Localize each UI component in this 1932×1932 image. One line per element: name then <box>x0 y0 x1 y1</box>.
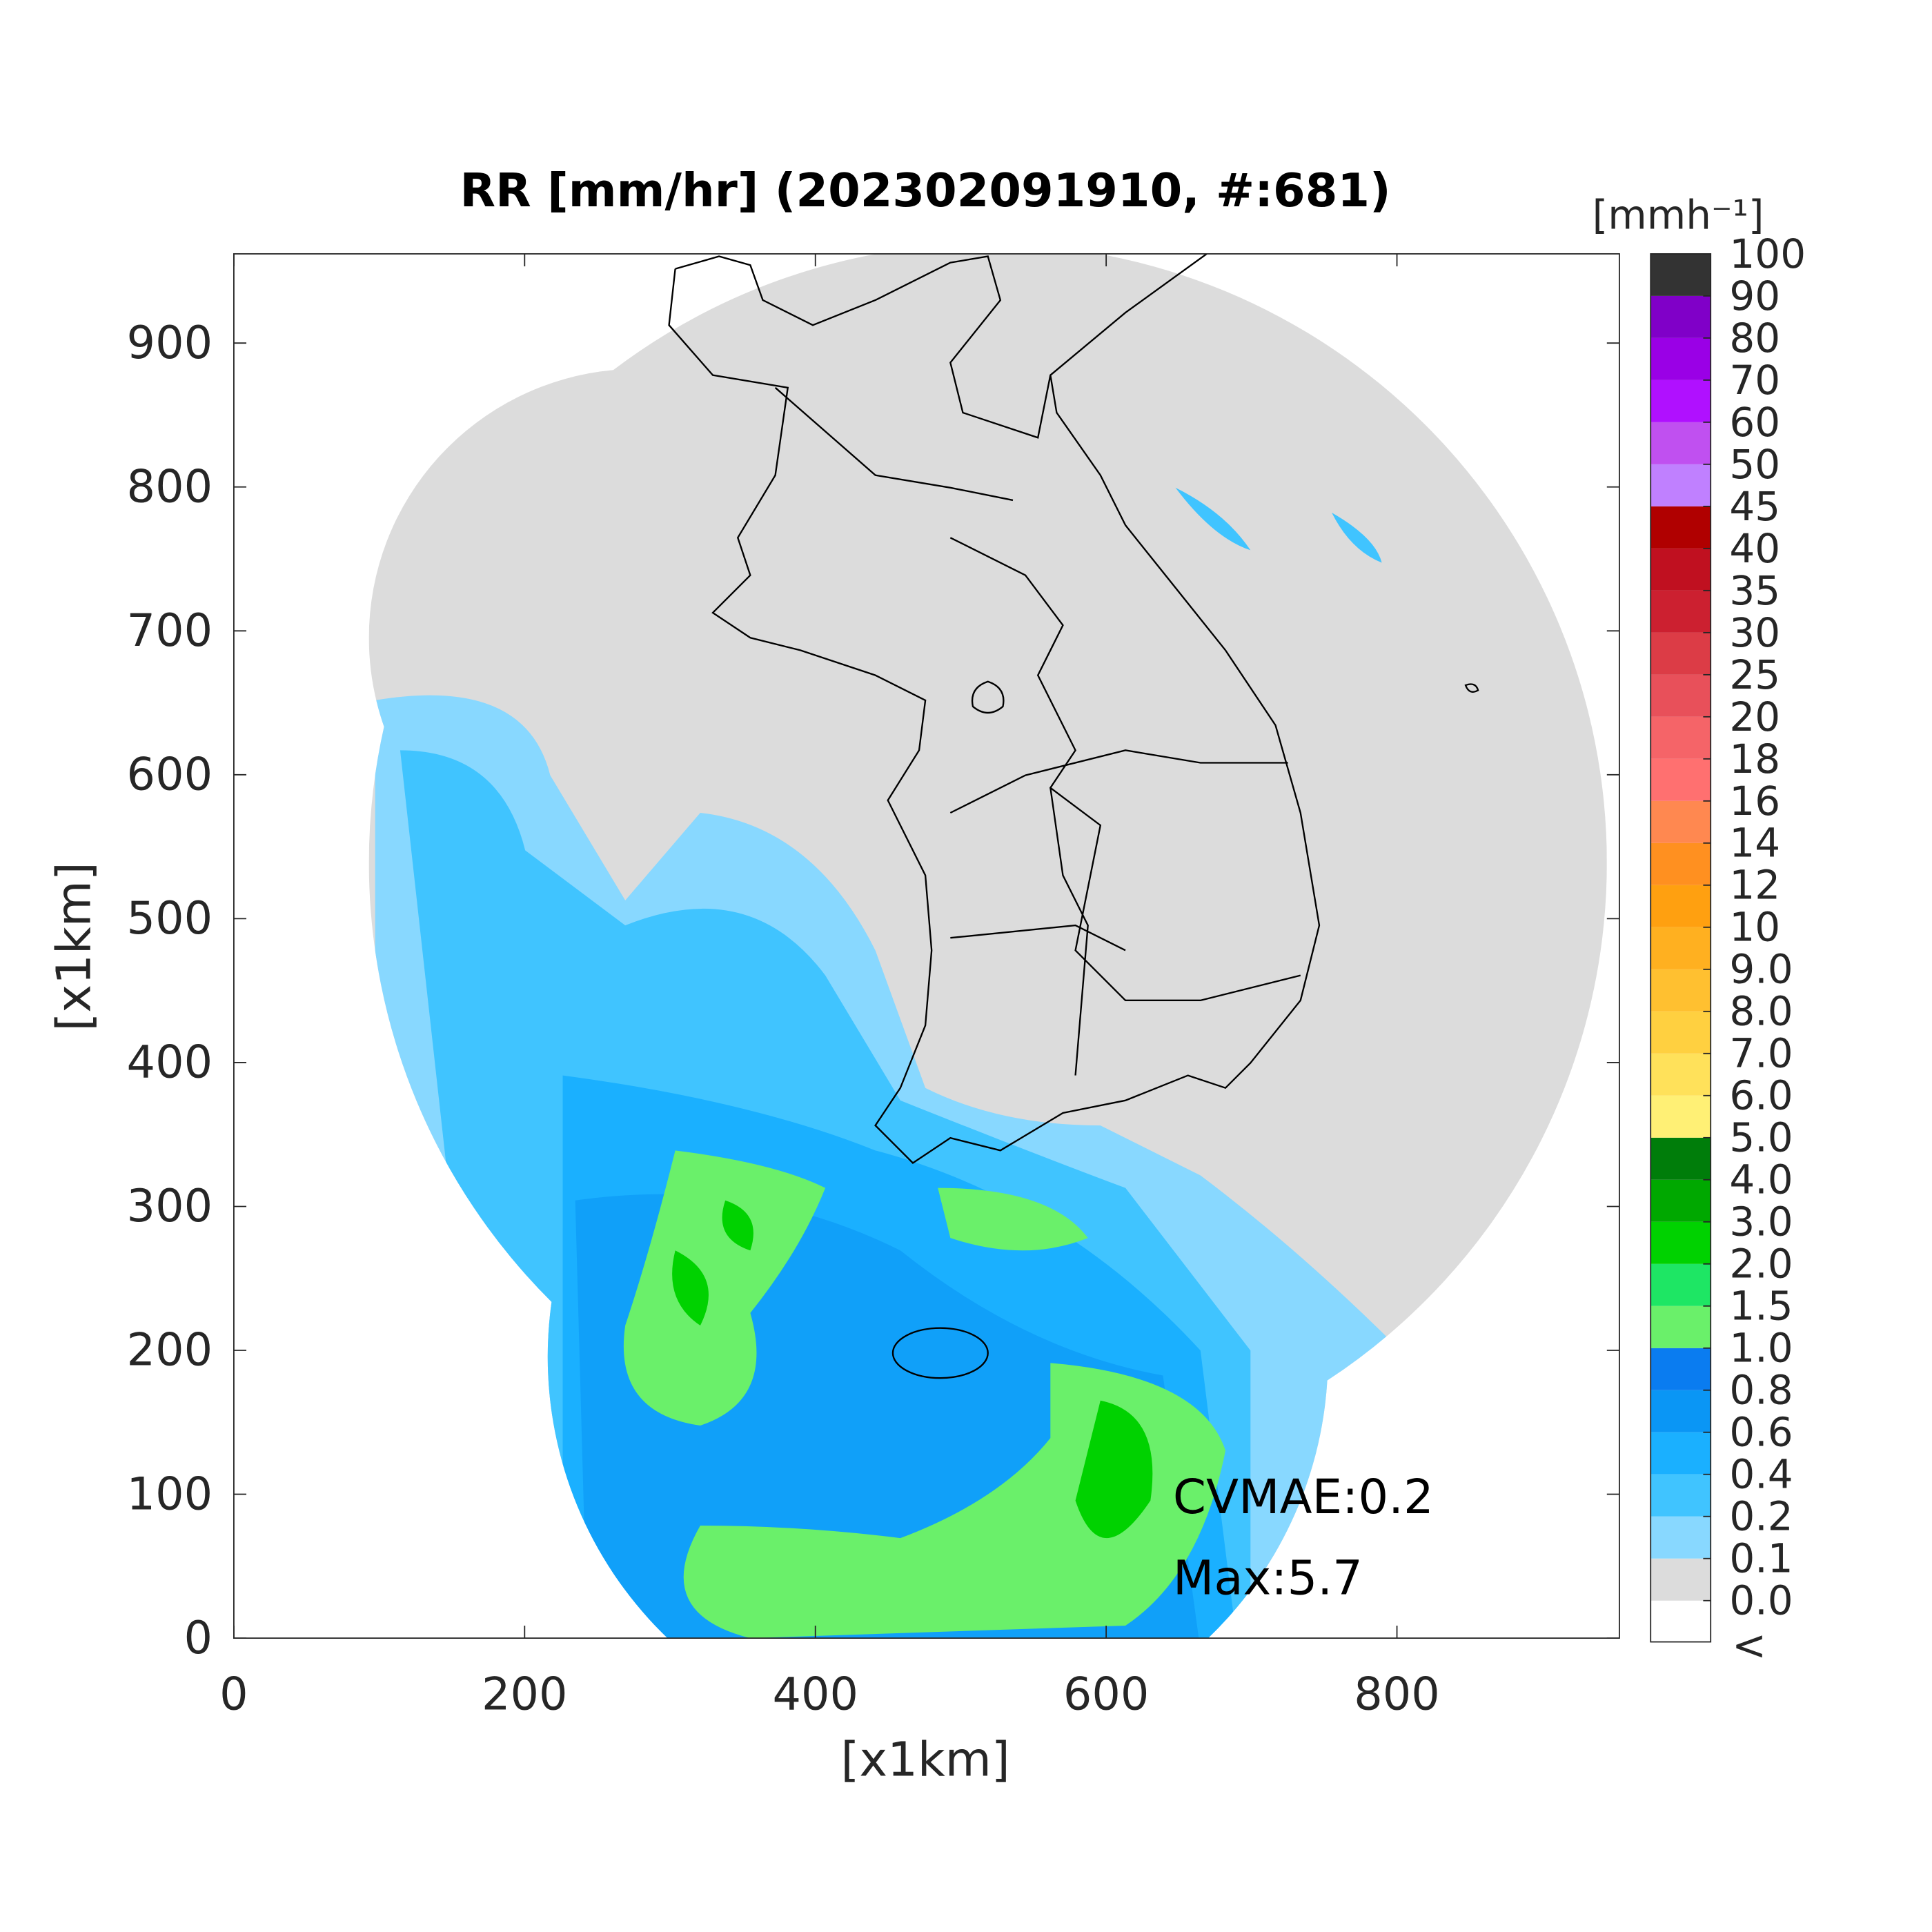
colorbar-tick-label: 0.6 <box>1729 1409 1793 1456</box>
y-tick-label: 0 <box>184 1612 213 1664</box>
colorbar-segment <box>1650 1558 1711 1601</box>
x-tick-label: 0 <box>219 1668 248 1720</box>
colorbar-tick-label: 0.1 <box>1729 1535 1793 1582</box>
x-tick-label: 600 <box>1063 1668 1150 1720</box>
colorbar-segment <box>1650 422 1711 464</box>
colorbar-tick-label: 1.0 <box>1729 1325 1793 1372</box>
colorbar-segment <box>1650 758 1711 801</box>
x-axis-label: [x1km] <box>840 1732 1009 1787</box>
colorbar-tick-label: 6.0 <box>1729 1072 1793 1119</box>
colorbar-segment <box>1650 927 1711 969</box>
colorbar-segment <box>1650 1305 1711 1348</box>
y-tick-label: 300 <box>127 1180 213 1232</box>
colorbar-tick-label: 50 <box>1729 441 1780 488</box>
colorbar-segment <box>1650 1137 1711 1180</box>
plot-frame <box>233 253 1620 1639</box>
colorbar-tick-label: 0.8 <box>1729 1367 1793 1414</box>
colorbar-segment <box>1650 295 1711 338</box>
colorbar-tick-label: 40 <box>1729 525 1780 572</box>
colorbar-segment <box>1650 1474 1711 1517</box>
colorbar-segment <box>1650 1053 1711 1096</box>
colorbar-segment <box>1650 632 1711 675</box>
colorbar-tick-label: 16 <box>1729 778 1780 825</box>
colorbar-tick-label: 3.0 <box>1729 1199 1793 1245</box>
colorbar-tick-label: 80 <box>1729 315 1780 362</box>
colorbar-tick-label: 18 <box>1729 736 1780 782</box>
colorbar-tick-label: 0.2 <box>1729 1493 1793 1540</box>
colorbar-segment <box>1650 379 1711 422</box>
colorbar-tick-label: 2.0 <box>1729 1241 1793 1288</box>
colorbar-tick-label: 90 <box>1729 273 1780 319</box>
colorbar-segment <box>1650 590 1711 633</box>
colorbar-tick-label: 12 <box>1729 862 1780 909</box>
colorbar-tick-label: 14 <box>1729 820 1780 867</box>
colorbar-tick-label: 100 <box>1729 230 1806 277</box>
radar-field <box>368 253 1607 1639</box>
annotation: CVMAE:0.2 <box>1173 1470 1434 1525</box>
colorbar-tick-label: 0.4 <box>1729 1451 1793 1498</box>
chart-title: RR [mm/hr] (202302091910, #:681) <box>460 164 1391 217</box>
colorbar-segment <box>1650 1179 1711 1222</box>
colorbar-segment <box>1650 1263 1711 1306</box>
colorbar-tick-label: 20 <box>1729 693 1780 740</box>
x-tick-label: 800 <box>1354 1668 1440 1720</box>
colorbar-segment <box>1650 716 1711 759</box>
y-tick-label: 100 <box>127 1468 213 1520</box>
colorbar-segment <box>1650 1095 1711 1138</box>
colorbar-segment <box>1650 1348 1711 1390</box>
y-tick-label: 500 <box>127 892 213 945</box>
colorbar-segment <box>1650 548 1711 591</box>
colorbar-label: [mmh⁻¹] <box>1593 192 1764 239</box>
colorbar-segment <box>1650 1221 1711 1264</box>
colorbar-tick-label: 60 <box>1729 399 1780 446</box>
colorbar-segment <box>1650 674 1711 717</box>
colorbar-segment <box>1650 1516 1711 1559</box>
colorbar-segment <box>1650 842 1711 885</box>
colorbar-under-label: < <box>1732 1621 1766 1670</box>
y-tick-label: 700 <box>127 604 213 657</box>
y-tick-label: 900 <box>127 317 213 369</box>
colorbar-tick-label: 35 <box>1729 567 1780 614</box>
y-tick-label: 200 <box>127 1324 213 1377</box>
colorbar-tick-label: 70 <box>1729 357 1780 404</box>
colorbar-frame <box>1650 253 1712 1643</box>
y-axis-label: [x1km] <box>46 862 101 1031</box>
colorbar-tick-label: 5.0 <box>1729 1114 1793 1161</box>
annotation: Max:5.7 <box>1173 1551 1363 1606</box>
colorbar-tick-label: 9.0 <box>1729 946 1793 993</box>
colorbar-tick-label: 25 <box>1729 651 1780 698</box>
x-tick-label: 400 <box>772 1668 858 1720</box>
colorbar-segment <box>1650 969 1711 1012</box>
y-tick-label: 800 <box>127 460 213 513</box>
colorbar-segment <box>1650 885 1711 927</box>
colorbar-tick-label: 10 <box>1729 904 1780 951</box>
colorbar-segment <box>1650 506 1711 549</box>
colorbar-tick-label: 4.0 <box>1729 1156 1793 1203</box>
colorbar-segment <box>1650 1390 1711 1432</box>
colorbar-tick-label: 1.5 <box>1729 1283 1793 1330</box>
colorbar-segment <box>1650 253 1711 296</box>
y-tick-label: 600 <box>127 749 213 801</box>
colorbar-tick-label: 8.0 <box>1729 988 1793 1035</box>
colorbar-segment <box>1650 800 1711 843</box>
colorbar-under <box>1650 1600 1711 1642</box>
colorbar-tick-label: 0.0 <box>1729 1577 1793 1624</box>
x-tick-label: 200 <box>482 1668 568 1720</box>
colorbar-tick-label: 45 <box>1729 483 1780 530</box>
colorbar-segment <box>1650 1432 1711 1475</box>
y-tick-label: 400 <box>127 1036 213 1089</box>
colorbar-segment <box>1650 1011 1711 1054</box>
colorbar-tick-label: 7.0 <box>1729 1030 1793 1077</box>
colorbar-segment <box>1650 464 1711 506</box>
colorbar-tick-label: 30 <box>1729 609 1780 656</box>
colorbar-segment <box>1650 337 1711 380</box>
